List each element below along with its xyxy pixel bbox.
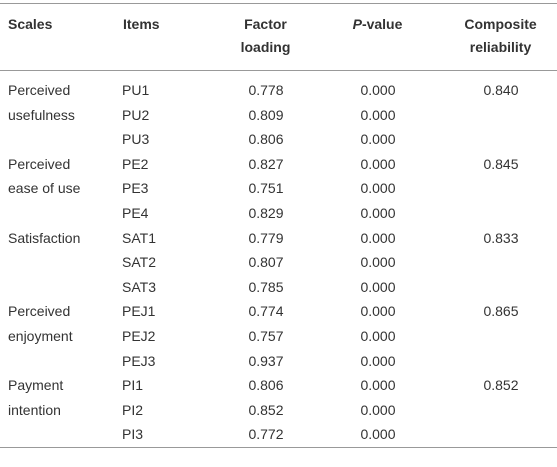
loading-cell: 0.751 bbox=[248, 180, 284, 197]
p-value-cell: 0.000 bbox=[360, 131, 396, 148]
loading-cell: 0.772 bbox=[248, 426, 284, 443]
loading-cell: 0.937 bbox=[248, 352, 284, 369]
item-cell: PI3 bbox=[122, 426, 144, 443]
header-cell: Scales bbox=[8, 16, 53, 32]
header-row: Scales Items Factor loading P-value Comp… bbox=[0, 3, 557, 71]
reliability-cell: 0.852 bbox=[483, 377, 519, 394]
reliability-cell: 0.833 bbox=[483, 229, 519, 246]
item-cell: SAT2 bbox=[122, 254, 156, 271]
table-row: PE4 0.829 0.000 bbox=[0, 201, 557, 226]
loading-cell: 0.779 bbox=[248, 229, 284, 246]
item-cell: PE4 bbox=[122, 204, 149, 221]
item-cell: PEJ3 bbox=[122, 352, 156, 369]
loading-cell: 0.785 bbox=[248, 278, 284, 295]
loading-cell: 0.806 bbox=[248, 131, 284, 148]
p-value-cell: 0.000 bbox=[360, 229, 396, 246]
table-row: Perceived enjoyment PEJ1 0.774 0.000 0.865 bbox=[0, 299, 557, 344]
item-cell: SAT3 bbox=[122, 278, 156, 295]
header-cell: Factor loading bbox=[240, 16, 291, 55]
table-row: PU3 0.806 0.000 bbox=[0, 127, 557, 152]
header-italic: P bbox=[352, 16, 362, 32]
loading-cell: 0.807 bbox=[248, 254, 284, 271]
spacer bbox=[0, 71, 557, 79]
item-cell: PEJ2 bbox=[122, 327, 156, 344]
p-value-cell: 0.000 bbox=[360, 352, 396, 369]
p-value-cell: 0.000 bbox=[360, 377, 396, 394]
table-row: PI3 0.772 0.000 bbox=[0, 422, 557, 448]
table-row: Satisfaction SAT1 0.779 0.000 0.833 bbox=[0, 226, 557, 251]
loading-cell: 0.852 bbox=[248, 401, 284, 418]
p-value-cell: 0.000 bbox=[360, 303, 396, 320]
item-cell: PI1 bbox=[122, 377, 144, 394]
p-value-cell: 0.000 bbox=[360, 155, 396, 172]
header-cell: Items bbox=[123, 16, 160, 32]
scale-cell: Perceived usefulness bbox=[8, 82, 75, 123]
loading-cell: 0.757 bbox=[248, 327, 284, 344]
loading-cell: 0.827 bbox=[248, 155, 284, 172]
table-row: Perceived usefulness PU1 0.778 0.000 0.840 bbox=[0, 78, 557, 123]
table-body: Perceived usefulness PU1 0.778 0.000 0.840 PU… bbox=[0, 71, 557, 448]
item-cell: PU1 bbox=[122, 82, 150, 98]
p-value-cell: 0.000 bbox=[360, 106, 396, 123]
item-cell: PEJ1 bbox=[122, 303, 156, 320]
p-value-cell: 0.000 bbox=[360, 82, 396, 98]
header-text: -value bbox=[361, 16, 403, 32]
table-row: PE3 0.751 0.000 bbox=[0, 176, 557, 201]
scale-cell: Satisfaction bbox=[8, 229, 81, 246]
item-cell: PI2 bbox=[122, 401, 144, 418]
table-row: PEJ2 0.757 0.000 bbox=[0, 324, 557, 349]
table-row: SAT2 0.807 0.000 bbox=[0, 250, 557, 275]
item-cell: PE3 bbox=[122, 180, 149, 197]
page: {"table": { "header": ["Scales", "Items"… bbox=[0, 3, 557, 467]
p-value-cell: 0.000 bbox=[360, 204, 396, 221]
header-cell: P-value bbox=[307, 4, 435, 71]
loading-cell: 0.778 bbox=[248, 82, 284, 98]
table-row: Payment intention PI1 0.806 0.000 0.852 bbox=[0, 373, 557, 418]
data-table: Scales Items Factor loading P-value Comp… bbox=[0, 3, 557, 448]
table-row: Perceived ease of use PE2 0.827 0.000 0.845 bbox=[0, 152, 557, 197]
table-row: PI2 0.852 0.000 bbox=[0, 398, 557, 423]
p-value-cell: 0.000 bbox=[360, 180, 396, 197]
table-row: SAT3 0.785 0.000 bbox=[0, 275, 557, 300]
loading-cell: 0.806 bbox=[248, 377, 284, 394]
p-value-cell: 0.000 bbox=[360, 327, 396, 344]
loading-cell: 0.809 bbox=[248, 106, 284, 123]
p-value-cell: 0.000 bbox=[360, 254, 396, 271]
loading-cell: 0.774 bbox=[248, 303, 284, 320]
scale-cell: Perceived ease of use bbox=[8, 155, 81, 197]
table-row: PEJ3 0.937 0.000 bbox=[0, 349, 557, 374]
reliability-cell: 0.865 bbox=[483, 303, 519, 320]
p-value-cell: 0.000 bbox=[360, 401, 396, 418]
reliability-cell: 0.840 bbox=[483, 82, 519, 98]
scale-cell: Payment intention bbox=[8, 377, 64, 418]
p-value-cell: 0.000 bbox=[360, 426, 396, 443]
reliability-cell: 0.845 bbox=[483, 155, 519, 172]
item-cell: PU2 bbox=[122, 106, 150, 123]
loading-cell: 0.829 bbox=[248, 204, 284, 221]
p-value-cell: 0.000 bbox=[360, 278, 396, 295]
header-cell: Composite reliability bbox=[464, 16, 537, 55]
scale-cell: Perceived enjoyment bbox=[8, 303, 73, 344]
item-cell: SAT1 bbox=[122, 229, 156, 246]
item-cell: PE2 bbox=[122, 155, 149, 172]
table-row: PU2 0.809 0.000 bbox=[0, 103, 557, 128]
item-cell: PU3 bbox=[122, 131, 150, 148]
